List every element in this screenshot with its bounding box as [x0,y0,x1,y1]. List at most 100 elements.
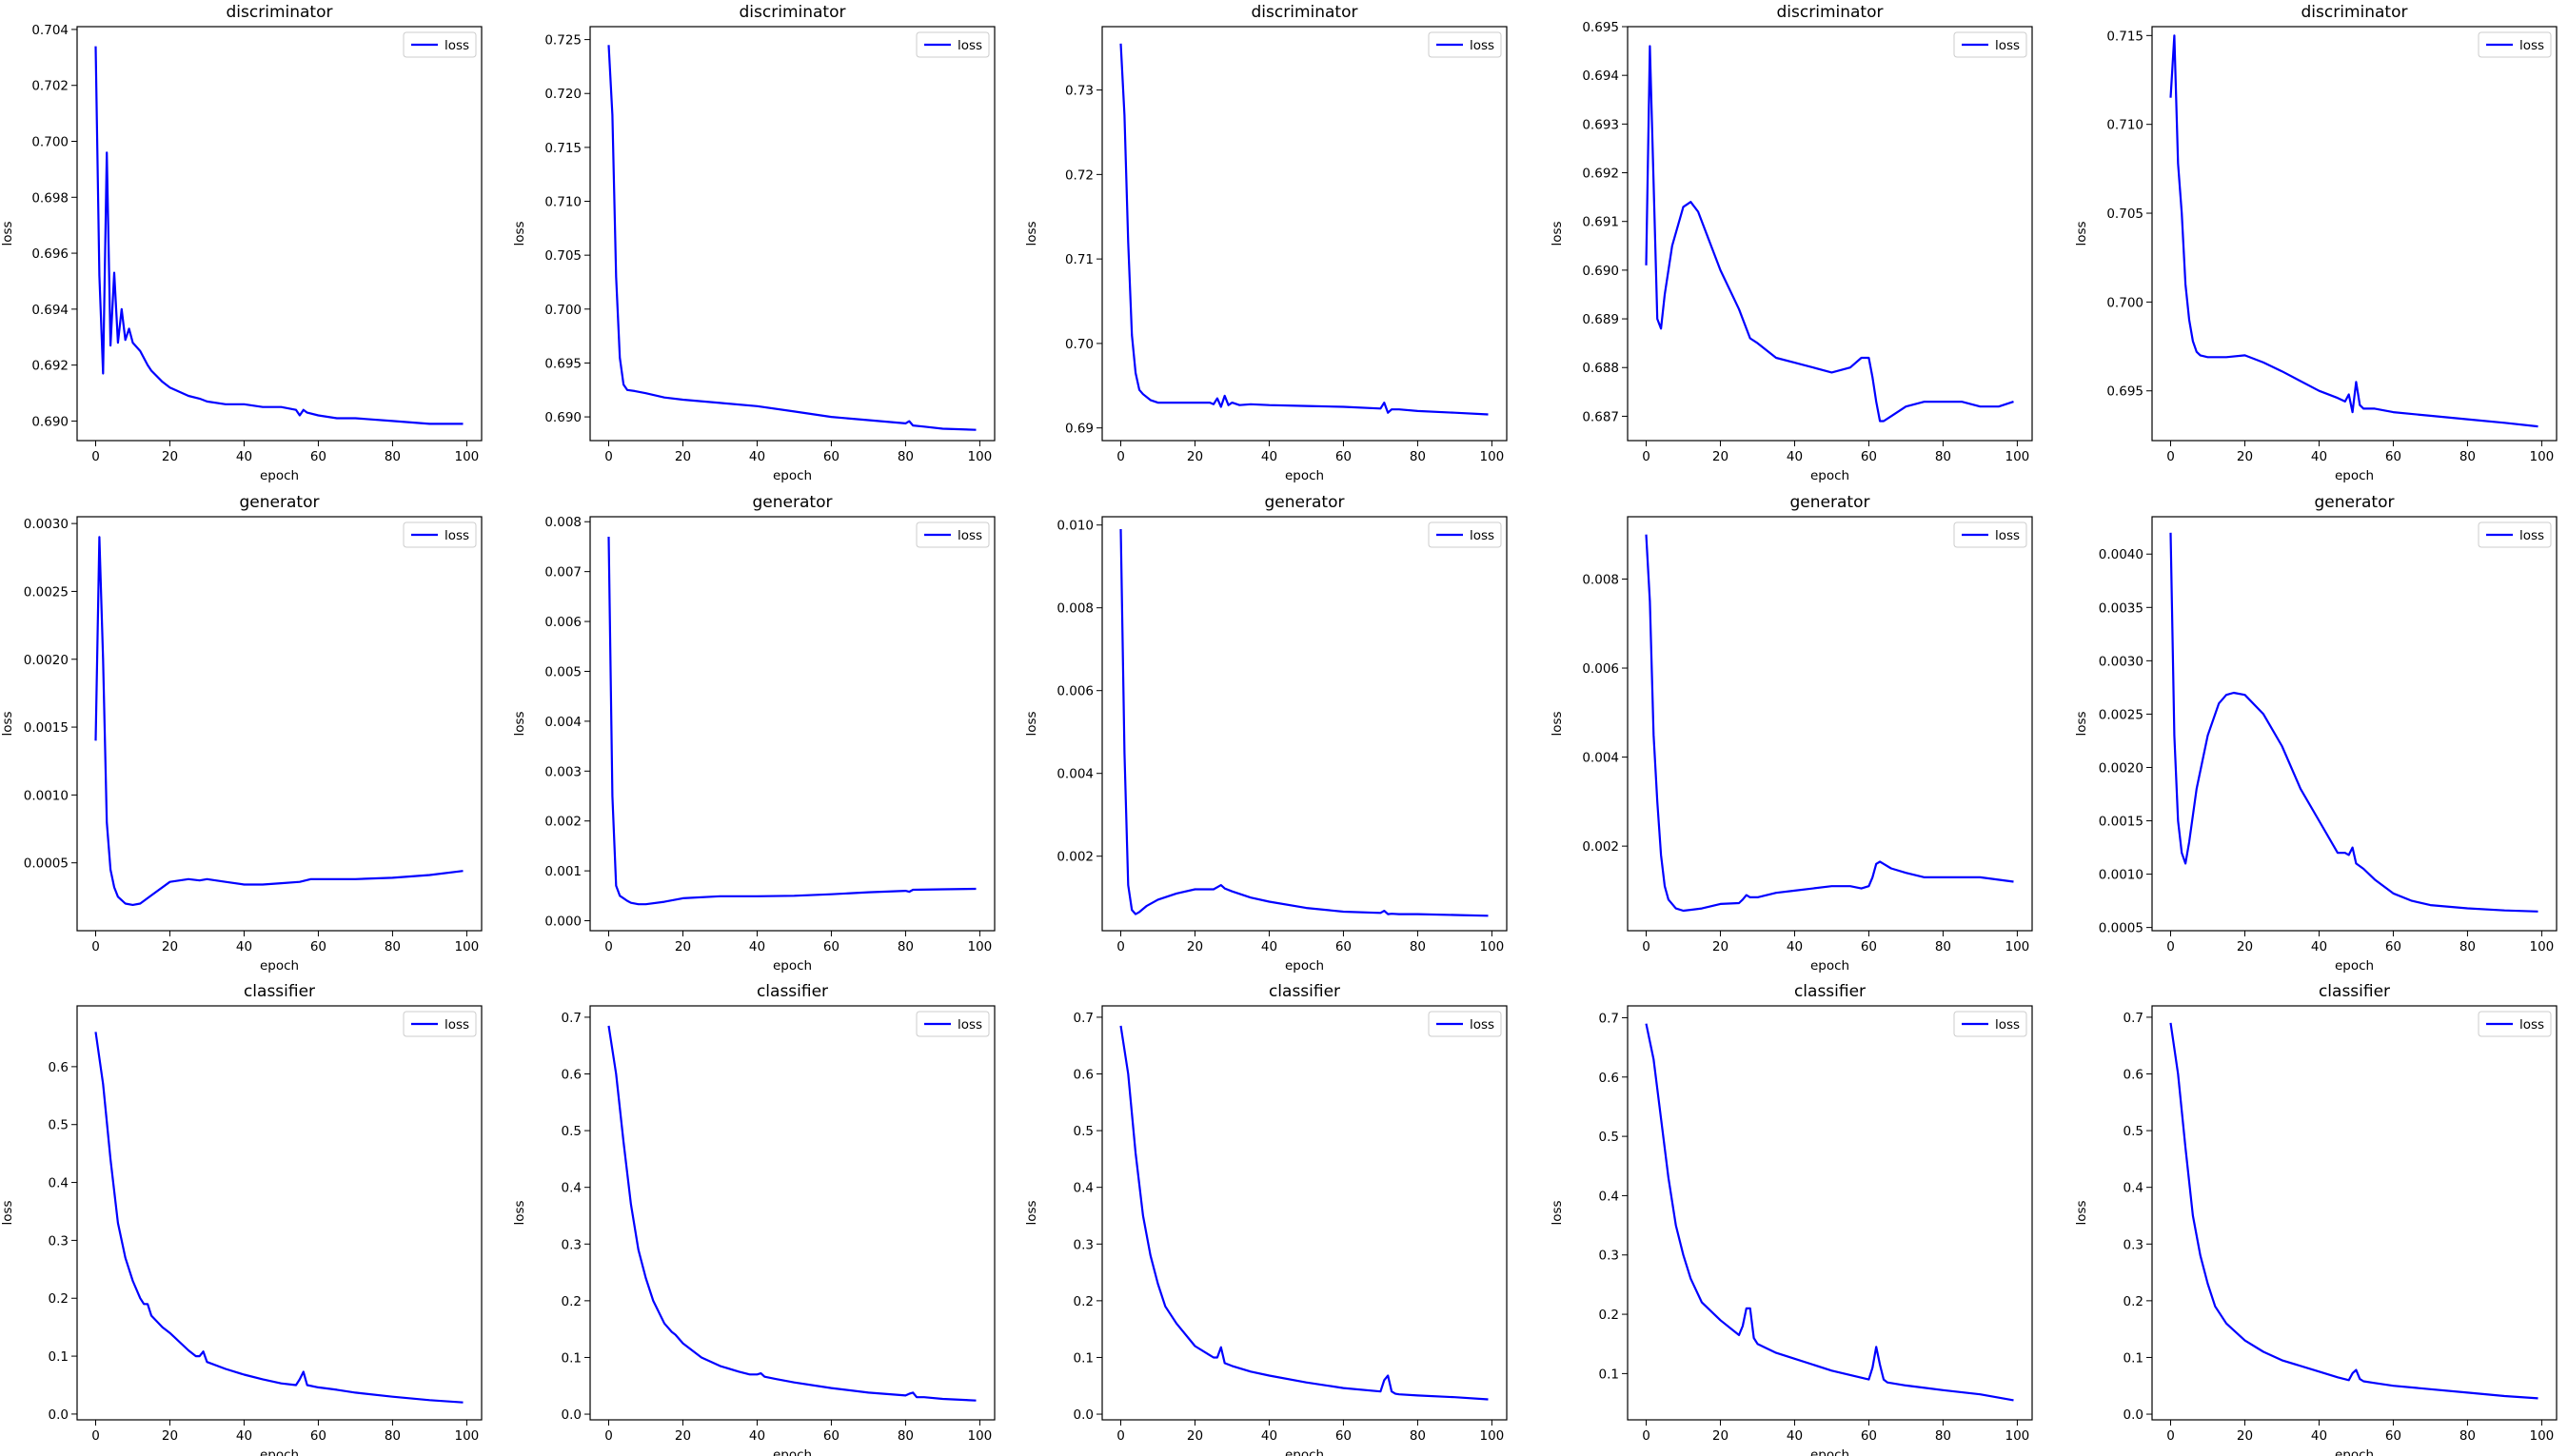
y-axis-label: loss [0,711,15,736]
x-axis-label: epoch [1285,1447,1324,1456]
x-tick-label: 0 [1116,1428,1125,1444]
x-tick-label: 100 [968,1428,993,1444]
y-tick-label: 0.71 [1065,252,1094,267]
x-tick-label: 80 [385,1428,401,1444]
x-tick-label: 0 [91,1428,100,1444]
panel-generator-5: generator 0 20 40 60 80 100 0.0005 0.0010 0.0015 0… [2074,493,2558,974]
axes-frame [76,1005,483,1421]
x-tick-label: 60 [310,449,326,464]
chart-title: generator [240,493,320,512]
chart-title: classifier [1269,982,1340,1001]
x-tick-label: 60 [2385,449,2401,464]
series-line-loss [1119,43,1489,416]
y-axis-label: loss [1550,1200,1565,1225]
y-axis-label: loss [2074,221,2089,246]
y-tick-label: 0.5 [49,1118,69,1133]
y-tick-label: 0.725 [544,33,582,49]
x-tick-label: 40 [236,449,252,464]
y-tick-label: 0.7 [2124,1011,2143,1026]
x-tick-label: 0 [91,939,100,954]
x-tick-label: 20 [1712,1428,1728,1444]
y-axis-label: loss [1024,221,1039,246]
x-tick-label: 20 [1712,449,1728,464]
x-tick-label: 100 [2005,449,2030,464]
legend-box [403,521,477,548]
x-axis-label: epoch [773,958,812,974]
x-tick-label: 60 [1861,1428,1877,1444]
x-tick-label: 40 [749,1428,765,1444]
y-tick-label: 0.705 [2106,207,2143,222]
legend-box [2478,31,2552,58]
x-tick-label: 0 [2166,939,2175,954]
axes-frame [2151,516,2558,932]
y-tick-label: 0.002 [1057,850,1094,865]
x-axis-label: epoch [1285,958,1324,974]
panel-discriminator-4: discriminator 0 20 40 60 80 100 0.687 0.688 0.689… [1550,3,2033,483]
chart-title: discriminator [2301,3,2408,22]
y-tick-label: 0.3 [2124,1237,2143,1252]
series-line-loss [94,1032,464,1404]
y-tick-label: 0.2 [49,1291,69,1307]
x-tick-label: 80 [385,939,401,954]
x-axis-label: epoch [2335,958,2374,974]
series-line-loss [1119,528,1489,917]
y-axis-label: loss [512,1200,527,1225]
x-tick-label: 40 [749,939,765,954]
y-tick-label: 0.4 [2124,1181,2143,1196]
x-tick-label: 40 [2311,449,2327,464]
panel-classifier-1: classifier 0 20 40 60 80 100 0.0 0.1 0.2 0.3 0.4 0.5… [0,982,483,1456]
chart-title: generator [753,493,833,512]
x-tick-label: 80 [2459,1428,2476,1444]
y-tick-label: 0.688 [1582,361,1619,376]
legend-box [916,521,990,548]
chart-title: generator [1790,493,1870,512]
x-tick-label: 100 [2005,939,2030,954]
legend-label: loss [1470,528,1494,543]
legend-label: loss [444,38,469,53]
panel-generator-4: generator 0 20 40 60 80 100 0.002 0.004 0.006 0.00… [1550,493,2033,974]
x-tick-label: 100 [1480,1428,1505,1444]
y-tick-label: 0.007 [544,565,582,580]
legend-box [1953,521,2027,548]
legend: loss [2478,31,2552,58]
x-axis-label: epoch [773,468,812,483]
x-tick-label: 60 [823,449,840,464]
x-tick-label: 0 [2166,449,2175,464]
x-tick-label: 60 [823,939,840,954]
legend: loss [1953,521,2027,548]
panel-classifier-5: classifier 0 20 40 60 80 100 0.0 0.1 0.2 0.3 0.4 0.5… [2074,982,2558,1456]
legend: loss [1428,31,1502,58]
x-tick-label: 100 [455,939,480,954]
y-tick-label: 0.005 [544,664,582,679]
x-tick-label: 80 [2459,449,2476,464]
y-tick-label: 0.003 [544,764,582,779]
legend: loss [1428,521,1502,548]
y-tick-label: 0.710 [2106,118,2143,133]
y-axis-label: loss [2074,711,2089,736]
legend: loss [1953,1011,2027,1037]
x-tick-label: 20 [1712,939,1728,954]
legend-label: loss [2519,1017,2544,1033]
x-tick-label: 0 [604,449,613,464]
y-tick-label: 0.73 [1065,84,1094,99]
y-tick-label: 0.7 [1599,1011,1619,1026]
y-tick-label: 0.0030 [2099,654,2143,669]
y-tick-label: 0.3 [1074,1237,1094,1252]
y-tick-label: 0.2 [562,1294,582,1309]
x-tick-label: 100 [968,939,993,954]
y-axis-label: loss [0,1200,15,1225]
y-axis-label: loss [0,221,15,246]
y-tick-label: 0.705 [544,248,582,264]
x-tick-label: 0 [604,1428,613,1444]
y-tick-label: 0.69 [1065,422,1094,437]
y-tick-label: 0.695 [2106,384,2143,400]
legend-box [1953,1011,2027,1037]
series-line-loss [94,46,464,425]
y-tick-label: 0.0 [562,1407,582,1423]
axes-frame [1627,1005,2033,1421]
y-tick-label: 0.0015 [24,720,69,736]
legend-label: loss [958,38,982,53]
panel-classifier-2: classifier 0 20 40 60 80 100 0.0 0.1 0.2 0.3 0.4 0.5… [512,982,996,1456]
y-tick-label: 0.2 [1074,1294,1094,1309]
x-axis-label: epoch [1810,958,1849,974]
